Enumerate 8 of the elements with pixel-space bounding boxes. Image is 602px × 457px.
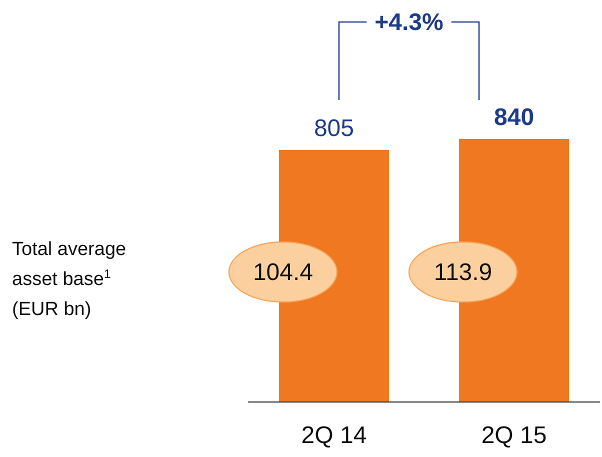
- annotation: 104.4: [252, 259, 313, 286]
- annotation: 113.9: [434, 259, 492, 286]
- text: +4.3%: [374, 9, 444, 36]
- data-label: 840: [494, 104, 534, 131]
- text: Total average asset base$^{1}$ (EUR bn): [12, 239, 126, 320]
- x-tick-label: 2Q 15: [481, 422, 547, 450]
- data-label: 805: [314, 114, 354, 142]
- x-tick-label: 2Q 14: [301, 422, 367, 450]
